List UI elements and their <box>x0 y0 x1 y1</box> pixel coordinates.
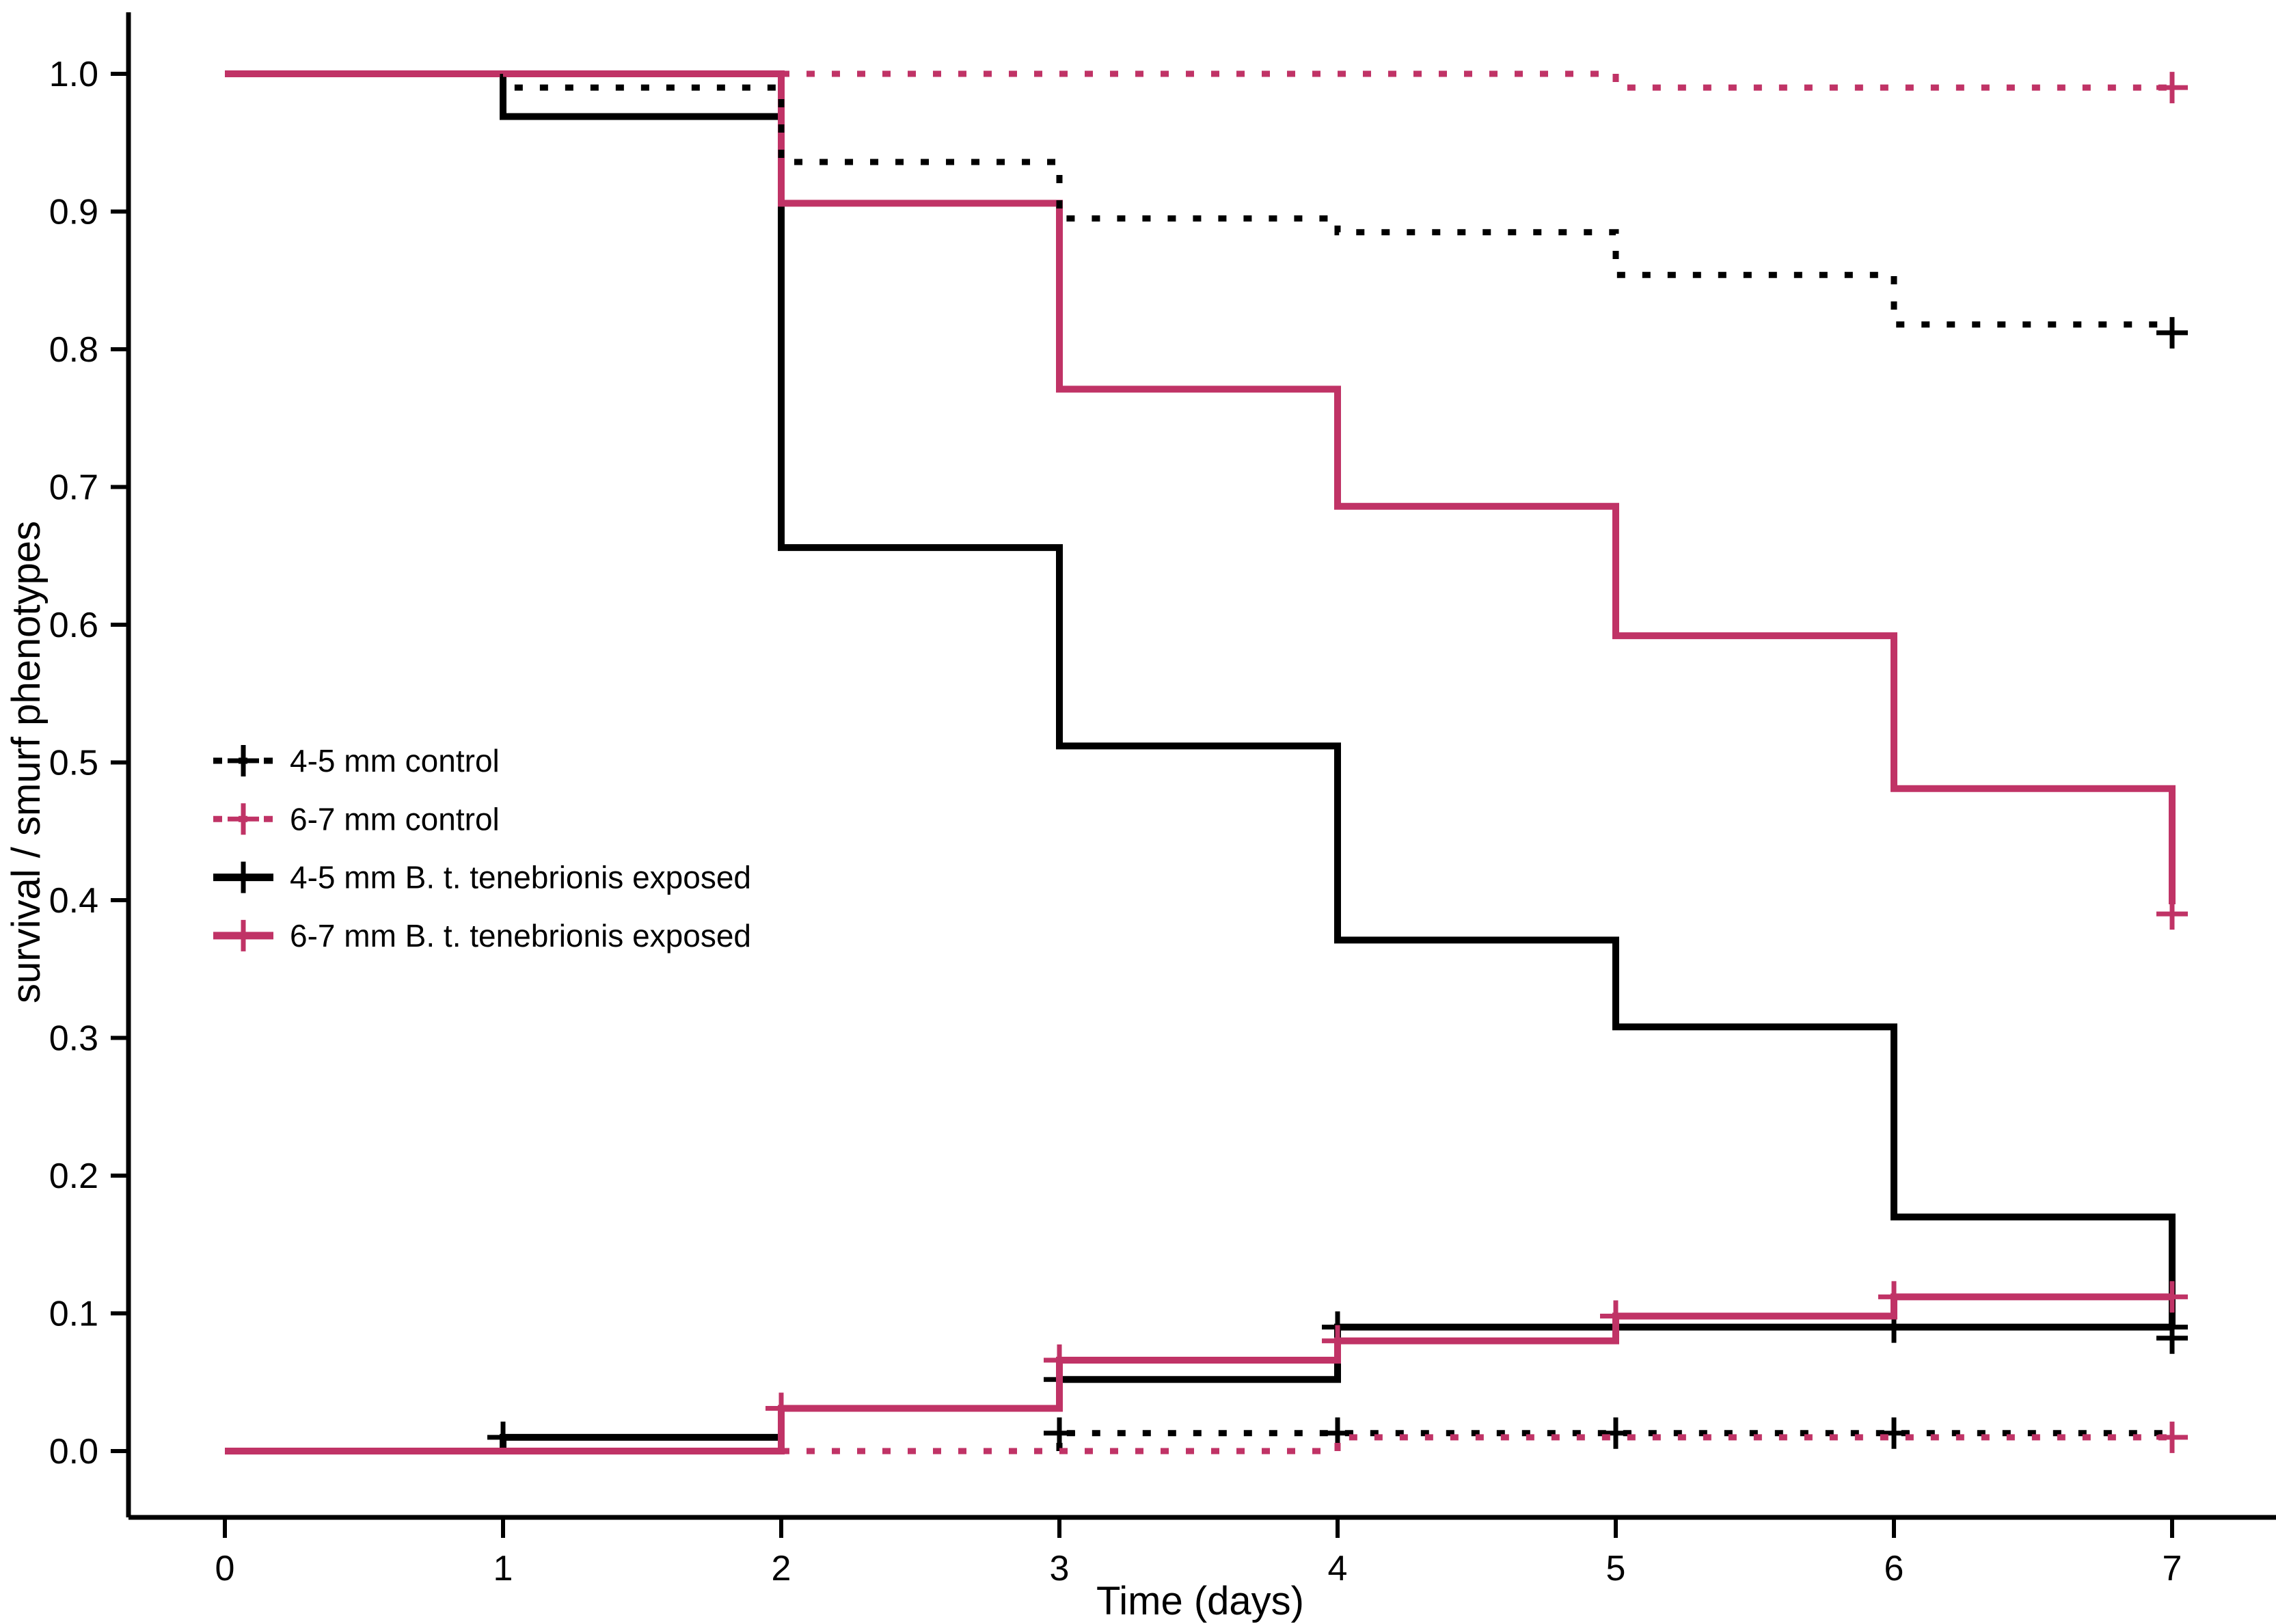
series-curve <box>225 70 2176 1327</box>
series-curve <box>225 70 2172 328</box>
legend-label: 6-7 mm B. t. tenebrionis exposed <box>290 918 751 953</box>
y-tick-label: 0.5 <box>49 744 98 783</box>
series-0 <box>225 70 2188 349</box>
x-tick-group: 0 1 2 3 4 5 6 7 <box>215 1517 2182 1588</box>
axes <box>126 12 2276 1520</box>
legend: 4-5 mm control 6-7 mm control 4-5 mm B. t.… <box>213 743 751 953</box>
series-7 <box>225 1421 2188 1454</box>
censor-plus-icon <box>1878 1417 1910 1449</box>
y-tick-label: 0.8 <box>49 330 98 370</box>
x-tick-label: 0 <box>215 1549 235 1588</box>
legend-label: 6-7 mm control <box>290 801 500 837</box>
x-tick-label: 2 <box>772 1549 791 1588</box>
x-axis-title: Time (days) <box>1096 1579 1304 1623</box>
legend-item: 6-7 mm B. t. tenebrionis exposed <box>213 918 751 953</box>
censor-plus-icon <box>228 919 259 951</box>
series-curve <box>225 1434 2172 1454</box>
censor-plus-icon <box>766 1392 797 1424</box>
x-tick-label: 3 <box>1050 1549 1070 1588</box>
censor-plus-icon <box>1322 1325 1353 1357</box>
y-tick-label: 0.3 <box>49 1019 98 1059</box>
censor-plus-icon <box>1878 1281 1910 1313</box>
x-tick-label: 6 <box>1884 1549 1904 1588</box>
series-6 <box>225 1417 2172 1454</box>
censor-plus-icon <box>2156 1421 2188 1453</box>
censor-plus-icon <box>1044 1344 1075 1377</box>
series-5 <box>225 1281 2188 1454</box>
y-tick-label: 0.1 <box>49 1295 98 1334</box>
series-curve <box>225 1293 2172 1454</box>
y-tick-label: 1.0 <box>49 55 98 94</box>
censor-plus-icon <box>2156 898 2188 930</box>
legend-item: 4-5 mm B. t. tenebrionis exposed <box>213 860 751 895</box>
legend-label: 4-5 mm control <box>290 743 500 779</box>
y-tick-label: 0.2 <box>49 1156 98 1196</box>
censor-plus-icon <box>2156 1281 2188 1313</box>
series-1 <box>225 70 2188 104</box>
x-tick-label: 5 <box>1606 1549 1626 1588</box>
x-tick-label: 7 <box>2163 1549 2182 1588</box>
censor-plus-icon <box>1044 1417 1075 1449</box>
y-tick-label: 0.4 <box>49 881 98 921</box>
censor-plus-icon <box>228 803 259 835</box>
legend-label: 4-5 mm B. t. tenebrionis exposed <box>290 860 751 895</box>
series-group <box>225 70 2188 1454</box>
y-tick-label: 0.7 <box>49 468 98 508</box>
series-curve <box>225 70 2172 91</box>
censor-plus-icon <box>228 861 259 893</box>
y-tick-label: 0.6 <box>49 606 98 645</box>
series-curve <box>225 70 2176 905</box>
x-tick-label: 4 <box>1328 1549 1348 1588</box>
y-tick-label: 0.9 <box>49 193 98 232</box>
series-3 <box>225 70 2188 930</box>
censor-plus-icon <box>1600 1417 1631 1449</box>
y-tick-group: 0.0 0.1 0.2 0.3 0.4 0.5 0.6 0.7 0.8 0.9 1.0 <box>49 55 128 1472</box>
y-tick-label: 0.0 <box>49 1432 98 1472</box>
censor-plus-icon <box>2156 72 2188 104</box>
x-tick-label: 1 <box>493 1549 513 1588</box>
censor-plus-icon <box>228 745 259 776</box>
censor-plus-icon <box>2156 316 2188 349</box>
censor-plus-icon <box>1600 1300 1631 1332</box>
censor-plus-icon <box>2156 1311 2188 1343</box>
legend-item: 6-7 mm control <box>213 801 500 837</box>
legend-item: 4-5 mm control <box>213 743 500 779</box>
y-axis-title: survival / smurf phenotypes <box>4 521 49 1003</box>
